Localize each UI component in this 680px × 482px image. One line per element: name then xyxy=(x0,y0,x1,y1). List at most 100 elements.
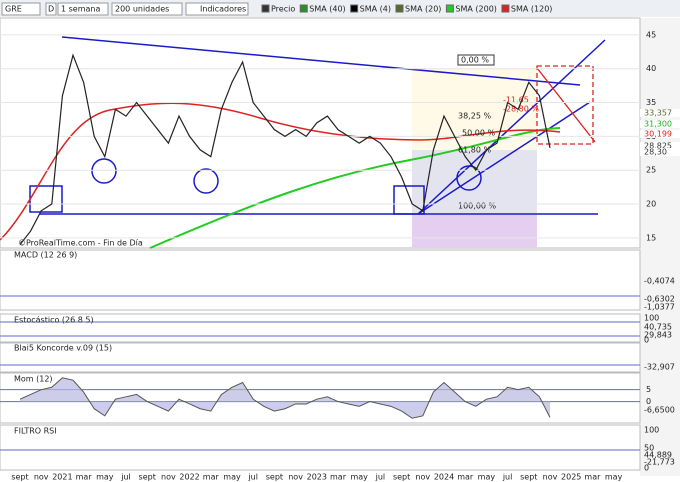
stoch-panel xyxy=(0,313,641,343)
drawings xyxy=(0,36,640,451)
symbol: GRE xyxy=(5,5,22,14)
legend-swatch xyxy=(445,4,454,13)
price-label-box xyxy=(640,142,680,150)
panel-title: MACD (12 26 9) xyxy=(14,251,77,260)
mode: D xyxy=(48,5,54,14)
panel-title: Estocástico (26 8 5) xyxy=(14,316,94,325)
panel-title: FILTRO RSI xyxy=(14,427,57,436)
circle-mark xyxy=(193,168,219,194)
fib-label: 100,00 % xyxy=(458,202,497,211)
x-tick-label: jul xyxy=(120,473,131,482)
trend-line xyxy=(61,36,581,86)
x-tick-label: 2021 xyxy=(52,473,72,482)
period: 1 semana xyxy=(61,5,100,14)
mode-box[interactable] xyxy=(45,2,57,16)
x-tick-label: jul xyxy=(375,473,386,482)
x-tick-label: mar xyxy=(76,473,93,482)
legend-swatch xyxy=(395,4,404,13)
axis-label: -6,6500 xyxy=(644,406,675,415)
legend-entry: SMA (40) xyxy=(309,5,345,14)
mom-area xyxy=(20,377,550,419)
macd-panel xyxy=(0,249,641,311)
mom-line xyxy=(19,377,551,419)
indicators-button[interactable] xyxy=(185,2,249,16)
x-tick-label: may xyxy=(223,473,241,482)
channel-line xyxy=(417,101,591,215)
y-tick-label: 0 xyxy=(646,397,651,406)
axis-label: 44,889 xyxy=(644,451,672,460)
axis-label: 100 xyxy=(644,314,659,323)
axis-label: -0,4074 xyxy=(644,277,675,286)
sma-200 xyxy=(149,127,561,249)
fib-label-box xyxy=(457,54,495,66)
legend-entry: SMA (120) xyxy=(511,5,553,14)
x-tick-label: nov xyxy=(543,473,558,482)
box-mark xyxy=(393,185,425,215)
legend-swatch xyxy=(350,4,359,13)
x-tick-label: may xyxy=(478,473,496,482)
indicators: Indicadores xyxy=(200,5,246,14)
change-label: -28,80 % xyxy=(503,105,539,114)
x-tick-label: sept xyxy=(393,473,410,482)
red-line xyxy=(536,67,596,143)
legend-entry: Precio xyxy=(271,5,295,14)
legend-entry: SMA (4) xyxy=(360,5,391,14)
y-tick-label: 45 xyxy=(646,30,656,39)
symbol-box[interactable] xyxy=(1,2,41,16)
fib-zone xyxy=(412,215,537,248)
circle-mark xyxy=(456,165,482,191)
x-tick-label: nov xyxy=(415,473,430,482)
koncorde-panel xyxy=(0,342,641,373)
y-tick-label: 20 xyxy=(646,200,656,209)
legend-swatch xyxy=(299,4,308,13)
red-box xyxy=(536,65,594,145)
change-label: -11,65 xyxy=(503,96,529,105)
right-axis xyxy=(640,18,680,476)
price-label: 31,300 xyxy=(644,120,672,129)
units-box[interactable] xyxy=(111,2,183,16)
y-tick-label: 25 xyxy=(646,166,656,175)
axis-label: 40,735 xyxy=(644,323,672,332)
axis-label: -0,6302 xyxy=(644,295,675,304)
y-tick-label: 15 xyxy=(646,233,656,242)
x-tick-label: sept xyxy=(266,473,283,482)
y-tick-label: 5 xyxy=(646,385,651,394)
axis-label: 29,843 xyxy=(644,331,672,340)
legend-entry: SMA (200) xyxy=(455,5,497,14)
panel-title: Blai5 Koncorde v.09 (15) xyxy=(14,344,112,353)
price-line xyxy=(19,53,551,245)
fib-label: 61,80 % xyxy=(458,146,491,155)
period-box[interactable] xyxy=(57,2,109,16)
x-tick-label: sept xyxy=(139,473,156,482)
price-label: 30,199 xyxy=(644,130,672,139)
x-tick-label: nov xyxy=(161,473,176,482)
x-tick-label: may xyxy=(350,473,368,482)
legend-entry: SMA (20) xyxy=(405,5,441,14)
x-tick-label: nov xyxy=(34,473,49,482)
price-label: 28,30 xyxy=(644,148,667,157)
x-tick-label: mar xyxy=(203,473,220,482)
sma-120 xyxy=(0,102,561,241)
legend-swatch xyxy=(501,4,510,13)
x-tick-label: nov xyxy=(288,473,303,482)
price-label-box xyxy=(640,148,680,156)
axis-label: 0 xyxy=(644,464,649,473)
x-tick-label: sept xyxy=(11,473,28,482)
y-tick-label: 40 xyxy=(646,64,656,73)
x-tick-label: 2025 xyxy=(561,473,581,482)
x-tick-label: mar xyxy=(457,473,474,482)
circle-mark xyxy=(91,158,117,184)
axis-label: 50 xyxy=(644,444,654,453)
y-tick-label: 35 xyxy=(646,98,656,107)
x-tick-label: mar xyxy=(330,473,347,482)
x-tick-label: may xyxy=(96,473,114,482)
price-label-box xyxy=(640,130,680,138)
axis-label: 100 xyxy=(644,426,659,435)
x-tick-label: 2022 xyxy=(179,473,199,482)
axis-label: 0 xyxy=(644,336,649,345)
fib-label: 50,00 % xyxy=(462,129,495,138)
x-tick-label: jul xyxy=(247,473,258,482)
axis-label: -21,773 xyxy=(644,458,675,467)
axis-label: -1,0377 xyxy=(644,303,675,312)
